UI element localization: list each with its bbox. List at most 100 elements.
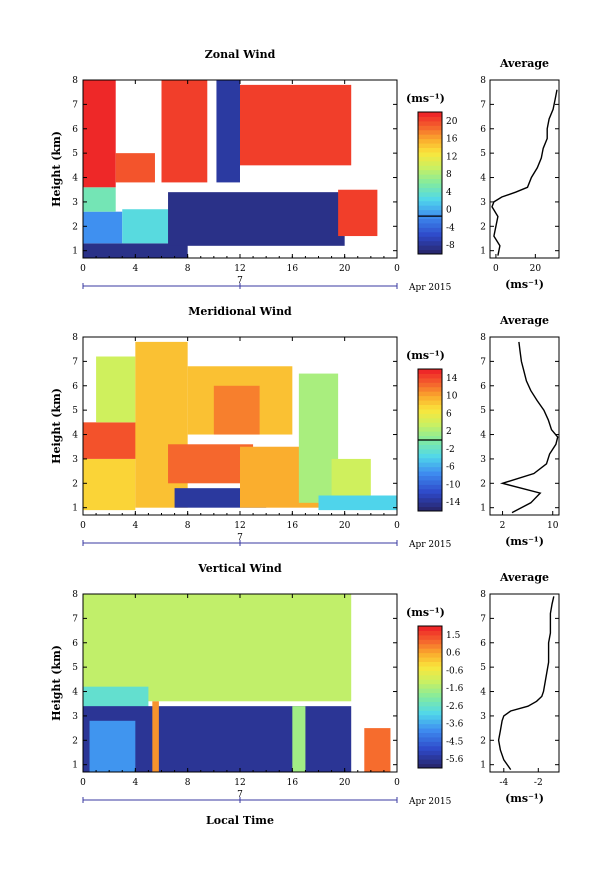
profile-x-tick-label: 20 (530, 264, 542, 274)
colorbar-segment (418, 448, 442, 454)
profile-y-tick-label: 5 (480, 663, 486, 673)
x-tick-label: 0 (394, 521, 400, 531)
colorbar-segment (418, 750, 442, 756)
profile-y-tick-label: 1 (480, 761, 486, 771)
colorbar-segment (418, 745, 442, 751)
colorbar-segment (418, 639, 442, 645)
profile-y-tick-label: 7 (480, 614, 486, 624)
y-tick-label: 6 (72, 639, 78, 649)
colorbar-segment (418, 174, 442, 180)
x-tick-label: 0 (394, 778, 400, 788)
colorbar-segment (418, 732, 442, 738)
profile-y-tick-label: 2 (480, 736, 486, 746)
colorbar-segment (418, 488, 442, 494)
colorbar-segment (418, 692, 442, 698)
profile-title: Average (499, 57, 549, 70)
colorbar-segment (418, 196, 442, 202)
colorbar-tick-label: 10 (446, 392, 458, 402)
colorbar-segment (418, 626, 442, 631)
panel-title: Zonal Wind (205, 48, 276, 61)
colorbar-segment (418, 643, 442, 649)
profile-y-tick-label: 3 (480, 455, 486, 465)
y-tick-label: 5 (72, 149, 78, 159)
heatmap-cell (83, 458, 136, 511)
colorbar-segment (418, 183, 442, 188)
colorbar-tick-label: 12 (446, 152, 457, 162)
heatmap-cell (83, 80, 116, 188)
colorbar-segment (418, 763, 442, 769)
colorbar-segment (418, 373, 442, 379)
colorbar-segment (418, 218, 442, 224)
date-label: Apr 2015 (408, 797, 452, 807)
y-axis-label: Height (km) (50, 388, 63, 464)
colorbar-segment (418, 630, 442, 636)
heatmap-cell (331, 458, 371, 496)
colorbar-segment (418, 209, 442, 215)
heatmap-cell (338, 189, 378, 237)
colorbar-segment (418, 466, 442, 472)
day-label: 7 (237, 276, 243, 286)
colorbar-unit: (ms⁻¹) (406, 92, 445, 105)
colorbar-segment (418, 683, 442, 689)
colorbar-segment (418, 457, 442, 463)
heatmap-cell (168, 444, 254, 484)
colorbar-segment (418, 187, 442, 193)
colorbar-segment (418, 652, 442, 658)
profile-y-tick-label: 8 (480, 333, 486, 343)
colorbar-segment (418, 222, 442, 228)
y-tick-label: 8 (72, 76, 78, 86)
profile-y-tick-label: 3 (480, 198, 486, 208)
heatmap-cell (213, 385, 260, 435)
colorbar-frame (417, 111, 443, 255)
heatmap-cell (89, 720, 136, 772)
heatmap-cell (318, 495, 397, 511)
colorbar-segment (418, 129, 442, 135)
heatmap-cell (96, 356, 136, 423)
colorbar-segment (418, 679, 442, 685)
colorbar-segment (418, 453, 442, 459)
colorbar-segment (418, 688, 442, 694)
colorbar-segment (418, 431, 442, 437)
x-tick-label: 12 (234, 521, 245, 531)
y-tick-label: 7 (72, 614, 78, 624)
colorbar-segment (418, 143, 442, 148)
heatmap-cell (83, 243, 188, 258)
heatmap-cell (83, 594, 352, 702)
y-tick-label: 1 (72, 247, 78, 257)
colorbar-tick-label: -8 (446, 241, 455, 251)
colorbar-segment (418, 497, 442, 503)
y-tick-label: 7 (72, 100, 78, 110)
heatmap-cell (115, 153, 155, 183)
colorbar-segment (418, 502, 442, 508)
colorbar-segment (418, 759, 442, 765)
colorbar-segment (418, 440, 442, 445)
colorbar-unit: (ms⁻¹) (406, 606, 445, 619)
colorbar-segment (418, 369, 442, 374)
x-tick-label: 0 (394, 264, 400, 274)
y-tick-label: 1 (72, 761, 78, 771)
colorbar-segment (418, 205, 442, 211)
profile-x-tick-label: -2 (534, 778, 543, 788)
x-tick-label: 8 (185, 778, 191, 788)
colorbar-segment (418, 227, 442, 233)
profile-y-tick-label: 7 (480, 100, 486, 110)
profile-y-tick-label: 4 (480, 688, 486, 698)
colorbar-segment (418, 404, 442, 410)
profile-y-tick-label: 3 (480, 712, 486, 722)
colorbar-tick-label: -1.6 (446, 684, 464, 694)
y-tick-label: 7 (72, 357, 78, 367)
colorbar-segment (418, 134, 442, 140)
colorbar-segment (418, 426, 442, 432)
colorbar-tick-label: 2 (446, 427, 452, 437)
colorbar-segment (418, 245, 442, 251)
heatmap-cell (240, 84, 352, 166)
colorbar-segment (418, 408, 442, 414)
y-tick-label: 3 (72, 198, 78, 208)
profile-frame (489, 336, 560, 516)
colorbar-segment (418, 719, 442, 725)
colorbar-segment (418, 191, 442, 197)
profile-y-tick-label: 4 (480, 431, 486, 441)
colorbar-segment (418, 236, 442, 242)
colorbar-segment (418, 169, 442, 175)
colorbar-tick-label: -0.6 (446, 666, 464, 676)
